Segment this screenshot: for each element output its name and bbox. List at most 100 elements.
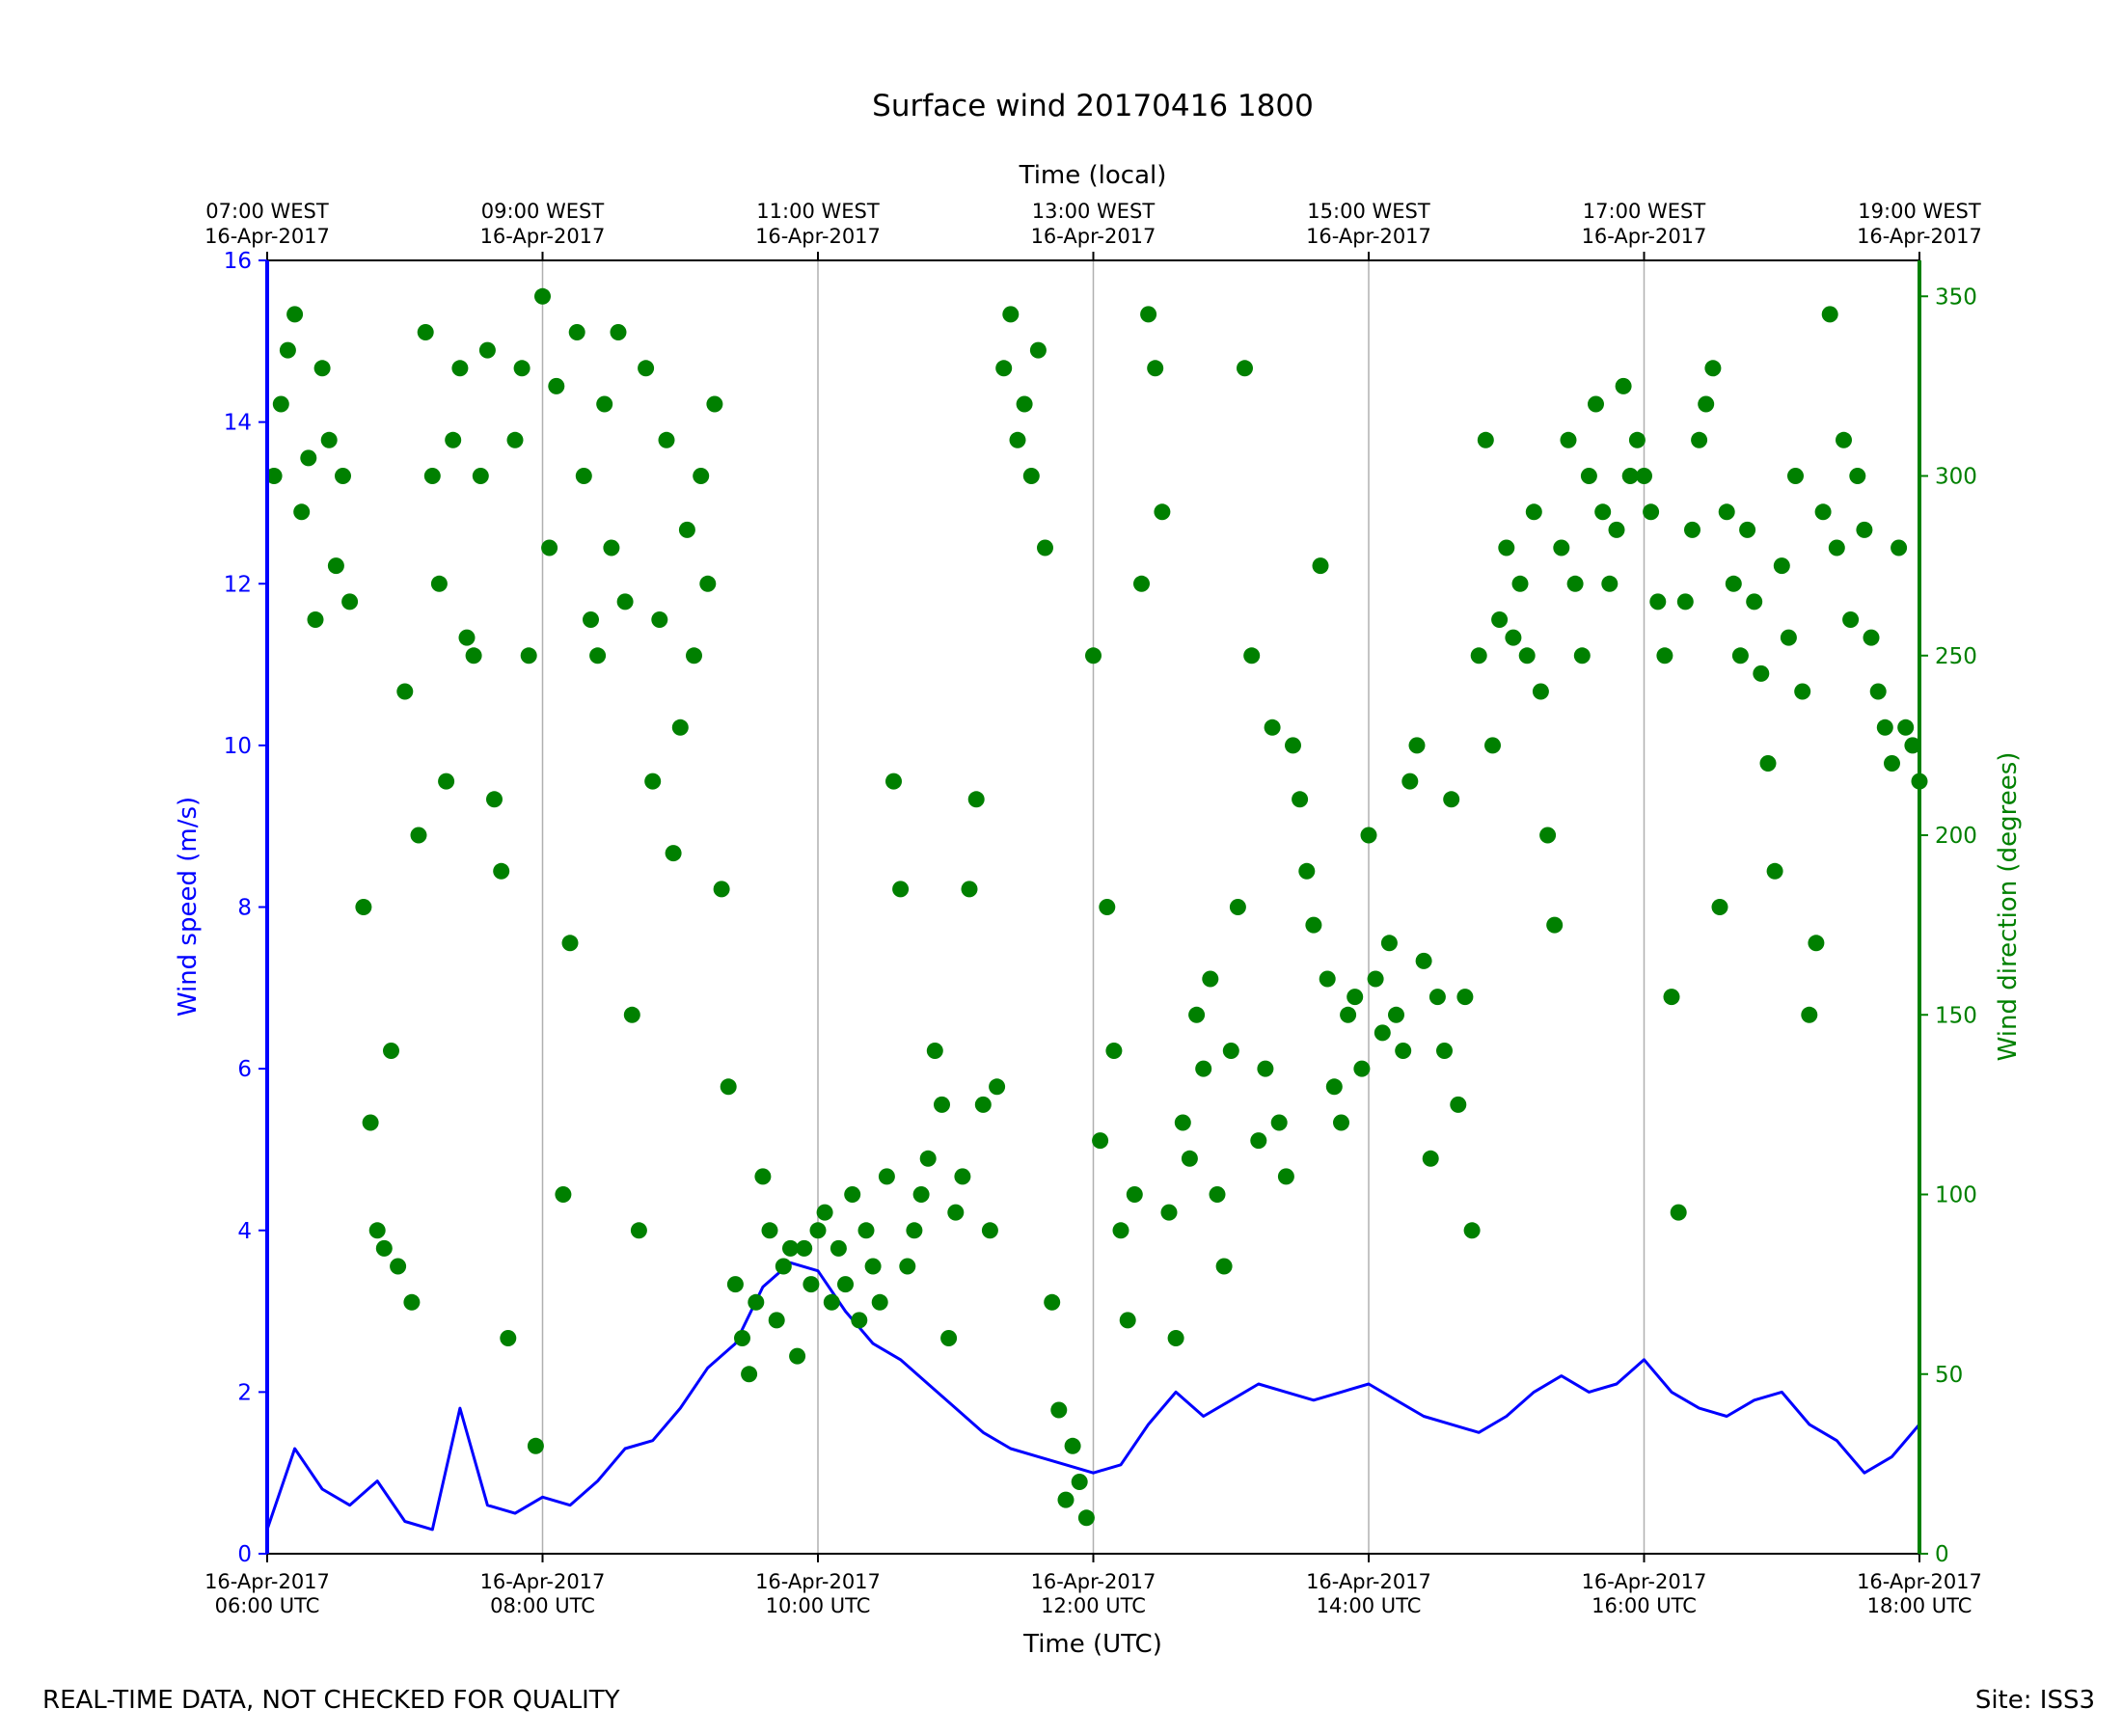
wind-direction-point (1077, 1509, 1095, 1527)
wind-direction-point (616, 593, 634, 610)
wind-direction-point (878, 1168, 895, 1185)
wind-direction-point (768, 1312, 785, 1329)
wind-direction-point (1222, 1043, 1239, 1059)
wind-direction-point (1270, 1114, 1288, 1131)
wind-direction-point (1656, 647, 1673, 665)
x-top-tick-label: 17:00 WEST (1583, 200, 1706, 223)
wind-direction-point (1181, 1150, 1198, 1167)
wind-direction-point (1050, 1401, 1068, 1419)
wind-direction-point (1408, 737, 1426, 754)
wind-direction-point (1195, 1060, 1212, 1077)
x-tick-label: 16-Apr-2017 (1031, 1570, 1156, 1593)
wind-direction-point (403, 1293, 421, 1311)
wind-direction-point (1670, 1204, 1687, 1221)
wind-direction-point (430, 575, 448, 592)
wind-direction-point (1450, 1096, 1467, 1113)
wind-direction-point (390, 1258, 407, 1275)
wind-direction-point (555, 1186, 572, 1203)
x-tick-label: 16-Apr-2017 (1582, 1570, 1707, 1593)
wind-direction-point (1505, 629, 1522, 646)
y-left-tick-label: 10 (224, 734, 252, 759)
wind-direction-point (1546, 916, 1564, 934)
wind-direction-point (534, 287, 551, 305)
wind-direction-point (1725, 575, 1742, 592)
wind-direction-point (1518, 647, 1536, 665)
wind-direction-point (1891, 539, 1908, 556)
wind-direction-point (520, 647, 537, 665)
y-right-tick-label: 0 (1935, 1542, 1949, 1567)
wind-direction-point (851, 1312, 868, 1329)
wind-direction-point (1319, 970, 1336, 988)
wind-direction-point (1773, 557, 1790, 575)
wind-direction-point (1388, 1006, 1404, 1023)
chart-title: Surface wind 20170416 1800 (872, 89, 1314, 123)
wind-direction-point (1498, 539, 1515, 556)
wind-direction-point (1092, 1132, 1109, 1150)
wind-direction-point (816, 1204, 833, 1221)
wind-direction-point (1380, 935, 1398, 952)
wind-direction-point (1133, 575, 1150, 592)
wind-direction-point (396, 683, 414, 700)
wind-direction-point (500, 1330, 517, 1346)
wind-direction-point (1022, 468, 1040, 484)
wind-direction-point (1746, 593, 1763, 610)
wind-direction-point (327, 557, 344, 575)
wind-direction-point (1731, 647, 1749, 665)
x-tick-label: 16:00 UTC (1592, 1594, 1697, 1617)
x-tick-label: 16-Apr-2017 (755, 1570, 881, 1593)
wind-direction-point (837, 1276, 854, 1293)
wind-direction-point (1367, 970, 1384, 988)
wind-direction-point (651, 611, 668, 628)
x-tick-label: 18:00 UTC (1867, 1594, 1972, 1617)
wind-direction-point (1621, 468, 1639, 484)
y-left-tick-label: 16 (224, 249, 252, 274)
wind-direction-point (307, 611, 324, 628)
wind-direction-point (1443, 791, 1460, 808)
wind-direction-point (713, 881, 730, 898)
wind-direction-point (438, 773, 455, 790)
wind-direction-point (478, 341, 496, 359)
wind-direction-point (1456, 989, 1474, 1006)
wind-direction-point (1209, 1186, 1226, 1203)
wind-direction-point (1353, 1060, 1371, 1077)
wind-direction-point (1105, 1043, 1123, 1059)
wind-direction-point (1401, 773, 1419, 790)
y-left-tick-label: 8 (237, 896, 252, 921)
wind-direction-point (368, 1222, 386, 1239)
wind-direction-point (527, 1437, 544, 1454)
wind-direction-point (1243, 647, 1261, 665)
wind-direction-point (844, 1186, 861, 1203)
wind-direction-point (1037, 539, 1053, 556)
wind-direction-point (1277, 1168, 1294, 1185)
wind-direction-point (1511, 575, 1529, 592)
wind-direction-point (279, 341, 296, 359)
wind-direction-point (286, 306, 304, 323)
wind-direction-point (1704, 360, 1722, 377)
y-axis-right-label: Wind direction (degrees) (1994, 752, 2023, 1062)
wind-direction-point (1560, 431, 1577, 448)
x-top-tick-label: 16-Apr-2017 (755, 225, 881, 248)
wind-direction-point (265, 468, 283, 484)
wind-direction-point (761, 1222, 778, 1239)
wind-direction-point (1643, 503, 1660, 521)
wind-direction-point (671, 719, 689, 736)
wind-direction-point (1808, 935, 1825, 952)
x-top-tick-label: 16-Apr-2017 (1306, 225, 1431, 248)
x-top-tick-label: 16-Apr-2017 (1582, 225, 1707, 248)
wind-direction-point (693, 468, 710, 484)
wind-direction-point (1759, 755, 1777, 772)
wind-direction-point (741, 1366, 758, 1383)
wind-direction-point (885, 773, 902, 790)
wind-direction-point (926, 1043, 943, 1059)
wind-direction-point (1264, 719, 1281, 736)
wind-direction-point (644, 773, 662, 790)
wind-direction-point (1112, 1222, 1129, 1239)
wind-direction-point (1663, 989, 1680, 1006)
wind-direction-point (1477, 431, 1494, 448)
wind-direction-point (871, 1293, 888, 1311)
wind-direction-point (1588, 395, 1604, 413)
wind-direction-point (726, 1276, 744, 1293)
wind-direction-point (1016, 395, 1033, 413)
wind-direction-point (506, 431, 524, 448)
wind-direction-point (995, 360, 1013, 377)
